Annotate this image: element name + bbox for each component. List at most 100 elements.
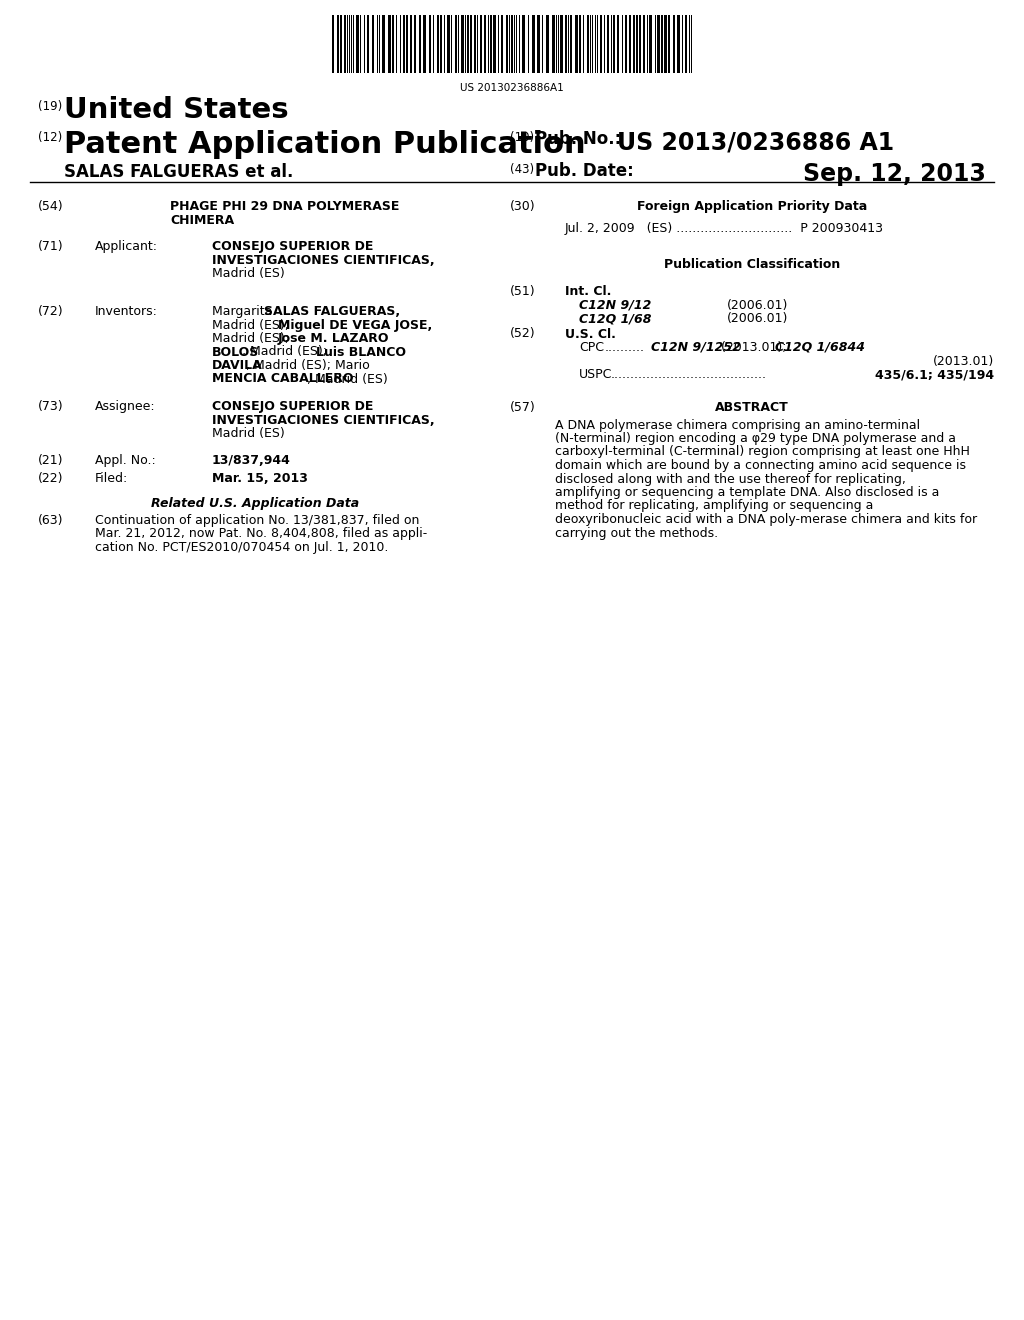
- Text: Assignee:: Assignee:: [95, 400, 156, 413]
- Bar: [484, 15, 486, 73]
- Text: , Madrid (ES); Mario: , Madrid (ES); Mario: [246, 359, 370, 372]
- Text: Publication Classification: Publication Classification: [664, 257, 840, 271]
- Bar: [575, 15, 578, 73]
- Text: INVESTIGACIONES CIENTIFICAS,: INVESTIGACIONES CIENTIFICAS,: [212, 413, 434, 426]
- Text: (2006.01): (2006.01): [727, 312, 788, 325]
- Bar: [522, 15, 525, 73]
- Bar: [467, 15, 469, 73]
- Bar: [629, 15, 631, 73]
- Text: Applicant:: Applicant:: [95, 240, 158, 253]
- Bar: [565, 15, 567, 73]
- Text: Margarita: Margarita: [212, 305, 276, 318]
- Bar: [633, 15, 635, 73]
- Text: (22): (22): [38, 473, 63, 484]
- Text: ..........: ..........: [605, 341, 645, 354]
- Text: cation No. PCT/ES2010/070454 on Jul. 1, 2010.: cation No. PCT/ES2010/070454 on Jul. 1, …: [95, 541, 388, 554]
- Bar: [447, 15, 450, 73]
- Text: (72): (72): [38, 305, 63, 318]
- Text: BOLOS: BOLOS: [212, 346, 259, 359]
- Bar: [532, 15, 535, 73]
- Bar: [625, 15, 627, 73]
- Text: .......................................: .......................................: [611, 368, 767, 381]
- Bar: [340, 15, 342, 73]
- Bar: [474, 15, 476, 73]
- Text: Miguel DE VEGA JOSE,: Miguel DE VEGA JOSE,: [278, 318, 432, 331]
- Text: Madrid (ES): Madrid (ES): [212, 267, 285, 280]
- Text: Related U.S. Application Data: Related U.S. Application Data: [151, 498, 359, 510]
- Text: Continuation of application No. 13/381,837, filed on: Continuation of application No. 13/381,8…: [95, 513, 420, 527]
- Text: U.S. Cl.: U.S. Cl.: [565, 327, 615, 341]
- Text: Pub. Date:: Pub. Date:: [535, 162, 634, 180]
- Text: (2006.01): (2006.01): [727, 298, 788, 312]
- Text: carrying out the methods.: carrying out the methods.: [555, 527, 718, 540]
- Bar: [560, 15, 563, 73]
- Text: Appl. No.:: Appl. No.:: [95, 454, 156, 467]
- Bar: [501, 15, 503, 73]
- Bar: [673, 15, 675, 73]
- Text: (51): (51): [510, 285, 536, 298]
- Text: Jul. 2, 2009   (ES) .............................  P 200930413: Jul. 2, 2009 (ES) ......................…: [565, 222, 884, 235]
- Bar: [662, 15, 663, 73]
- Text: (57): (57): [510, 401, 536, 414]
- Text: disclosed along with and the use thereof for replicating,: disclosed along with and the use thereof…: [555, 473, 906, 486]
- Bar: [552, 15, 555, 73]
- Text: Mar. 15, 2013: Mar. 15, 2013: [212, 473, 308, 484]
- Bar: [639, 15, 641, 73]
- Text: (30): (30): [510, 201, 536, 213]
- Bar: [570, 15, 572, 73]
- Text: (2013.01): (2013.01): [933, 355, 994, 367]
- Bar: [493, 15, 496, 73]
- Text: , Madrid (ES): , Madrid (ES): [307, 372, 388, 385]
- Bar: [455, 15, 457, 73]
- Text: CONSEJO SUPERIOR DE: CONSEJO SUPERIOR DE: [212, 240, 374, 253]
- Text: (19): (19): [38, 100, 62, 114]
- Bar: [414, 15, 416, 73]
- Bar: [677, 15, 680, 73]
- Bar: [440, 15, 442, 73]
- Text: (63): (63): [38, 513, 63, 527]
- Bar: [668, 15, 670, 73]
- Bar: [356, 15, 359, 73]
- Text: Foreign Application Priority Data: Foreign Application Priority Data: [637, 201, 867, 213]
- Text: 13/837,944: 13/837,944: [212, 454, 291, 467]
- Text: Luis BLANCO: Luis BLANCO: [316, 346, 406, 359]
- Bar: [617, 15, 618, 73]
- Text: CHIMERA: CHIMERA: [170, 214, 234, 227]
- Text: 435/6.1; 435/194: 435/6.1; 435/194: [874, 368, 994, 381]
- Bar: [664, 15, 667, 73]
- Text: deoxyribonucleic acid with a DNA poly-merase chimera and kits for: deoxyribonucleic acid with a DNA poly-me…: [555, 513, 977, 525]
- Bar: [657, 15, 660, 73]
- Bar: [429, 15, 431, 73]
- Text: United States: United States: [63, 96, 289, 124]
- Bar: [403, 15, 406, 73]
- Bar: [636, 15, 638, 73]
- Bar: [461, 15, 464, 73]
- Text: (N-terminal) region encoding a φ29 type DNA polymerase and a: (N-terminal) region encoding a φ29 type …: [555, 432, 956, 445]
- Text: A DNA polymerase chimera comprising an amino-terminal: A DNA polymerase chimera comprising an a…: [555, 418, 921, 432]
- Bar: [388, 15, 391, 73]
- Text: Madrid (ES);: Madrid (ES);: [212, 333, 293, 345]
- Bar: [470, 15, 472, 73]
- Bar: [392, 15, 394, 73]
- Text: method for replicating, amplifying or sequencing a: method for replicating, amplifying or se…: [555, 499, 873, 512]
- Text: (73): (73): [38, 400, 63, 413]
- Text: CONSEJO SUPERIOR DE: CONSEJO SUPERIOR DE: [212, 400, 374, 413]
- Bar: [511, 15, 513, 73]
- Bar: [685, 15, 687, 73]
- Text: Pub. No.:: Pub. No.:: [535, 129, 622, 148]
- Bar: [579, 15, 581, 73]
- Bar: [613, 15, 615, 73]
- Bar: [437, 15, 439, 73]
- Bar: [649, 15, 652, 73]
- Bar: [372, 15, 374, 73]
- Text: Jose M. LAZARO: Jose M. LAZARO: [278, 333, 389, 345]
- Text: C12Q 1/68: C12Q 1/68: [579, 312, 651, 325]
- Bar: [332, 15, 334, 73]
- Text: MENCIA CABALLERO: MENCIA CABALLERO: [212, 372, 353, 385]
- Bar: [410, 15, 412, 73]
- Bar: [367, 15, 369, 73]
- Bar: [600, 15, 602, 73]
- Text: domain which are bound by a connecting amino acid sequence is: domain which are bound by a connecting a…: [555, 459, 966, 473]
- Bar: [337, 15, 339, 73]
- Text: (52): (52): [510, 327, 536, 341]
